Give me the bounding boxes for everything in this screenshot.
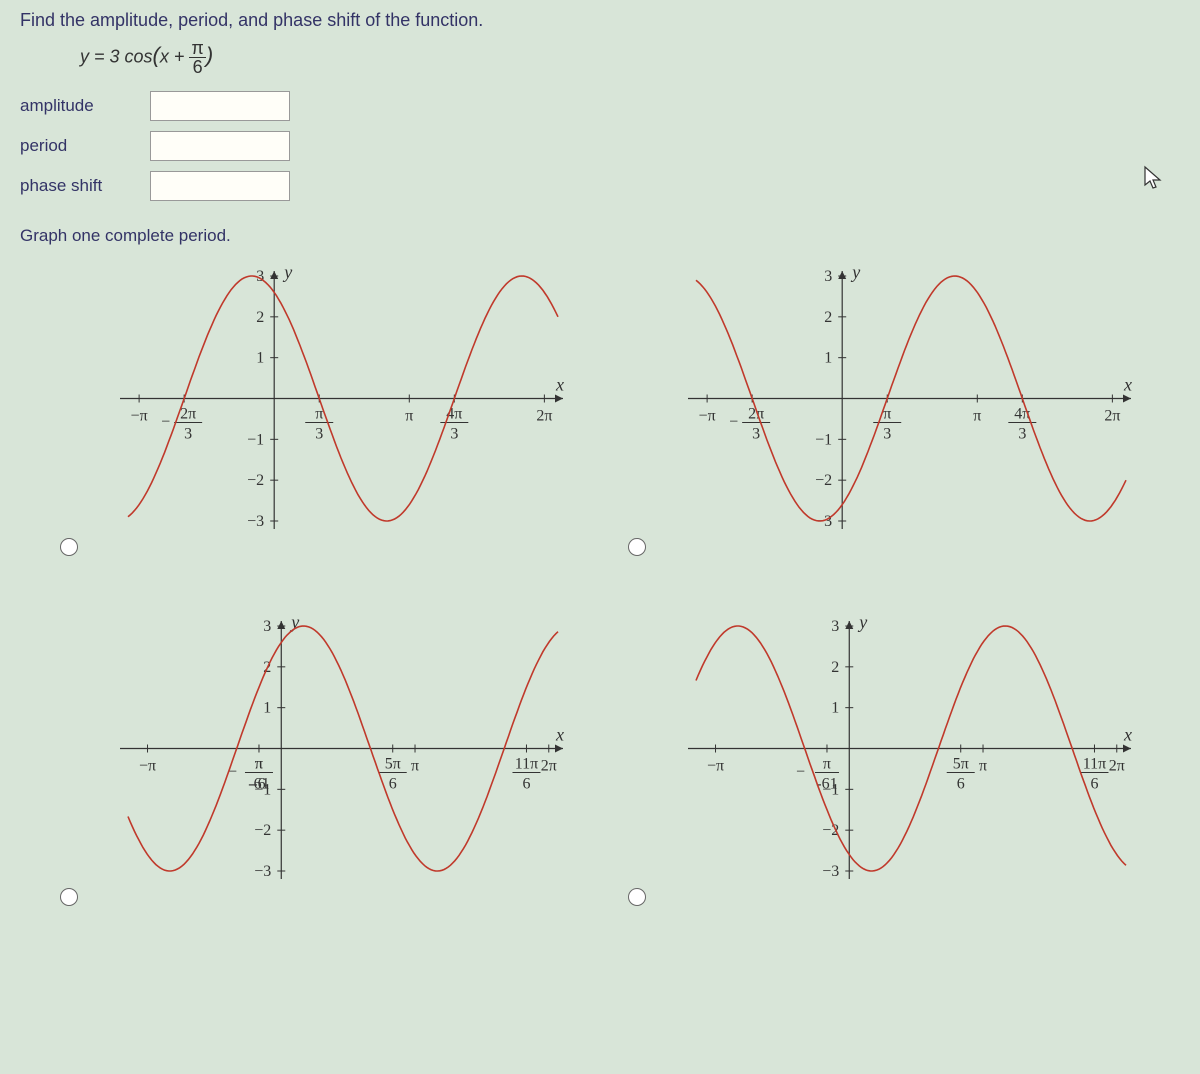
svg-text:2π: 2π xyxy=(536,408,552,425)
svg-text:6: 6 xyxy=(957,776,965,793)
cursor-icon xyxy=(1143,165,1165,197)
svg-text:3: 3 xyxy=(831,618,839,635)
instruction-text: Find the amplitude, period, and phase sh… xyxy=(20,10,1180,31)
option-d-radio[interactable] xyxy=(628,888,646,906)
svg-text:−: − xyxy=(161,414,170,431)
svg-text:x: x xyxy=(1123,375,1132,395)
svg-text:y: y xyxy=(857,612,867,632)
svg-text:−2: −2 xyxy=(247,472,264,489)
svg-text:1: 1 xyxy=(256,350,264,367)
svg-text:11π: 11π xyxy=(515,756,538,773)
period-label: period xyxy=(20,136,150,156)
svg-text:5π: 5π xyxy=(385,756,401,773)
svg-text:π: π xyxy=(405,408,413,425)
svg-text:6: 6 xyxy=(1090,776,1098,793)
chart-d: yx−3−2−1123−π5π6π11π62π−π-61 xyxy=(676,606,1146,926)
svg-text:−1: −1 xyxy=(815,431,832,448)
svg-text:1: 1 xyxy=(831,700,839,717)
svg-text:π: π xyxy=(973,408,981,425)
svg-text:−1: −1 xyxy=(247,431,264,448)
chart-a: yx−3−2−1123−π−2π3π3π4π32π xyxy=(108,256,578,576)
svg-text:2: 2 xyxy=(256,309,264,326)
svg-text:−3: −3 xyxy=(822,863,839,880)
chart-grid: yx−3−2−1123−π−2π3π3π4π32π yx−3−2−1123−π−… xyxy=(20,256,1180,926)
chart-c: yx−3−2−1123−ππ-65π6π11π62π−π-61 xyxy=(108,606,578,926)
option-c-radio[interactable] xyxy=(60,888,78,906)
phase-shift-input[interactable] xyxy=(150,171,290,201)
svg-text:-61: -61 xyxy=(248,776,269,793)
chart-b: yx−3−2−1123−π−2π3π3π4π32π xyxy=(676,256,1146,576)
svg-text:2π: 2π xyxy=(180,406,196,423)
svg-text:5π: 5π xyxy=(953,756,969,773)
svg-text:x: x xyxy=(555,375,564,395)
svg-text:−: − xyxy=(796,764,805,781)
svg-text:3: 3 xyxy=(263,618,271,635)
svg-text:−π: −π xyxy=(707,758,724,775)
svg-text:11π: 11π xyxy=(1083,756,1106,773)
svg-text:−π: −π xyxy=(699,408,716,425)
svg-text:2π: 2π xyxy=(1104,408,1120,425)
option-b-radio[interactable] xyxy=(628,538,646,556)
svg-text:−2: −2 xyxy=(254,822,271,839)
svg-text:2π: 2π xyxy=(1109,758,1125,775)
svg-text:2: 2 xyxy=(831,659,839,676)
svg-text:π: π xyxy=(823,756,831,773)
svg-text:π: π xyxy=(411,758,419,775)
svg-text:−π: −π xyxy=(139,758,156,775)
equation: y = 3 cos(x + π 6 ) xyxy=(80,39,1180,76)
amplitude-input[interactable] xyxy=(150,91,290,121)
amplitude-label: amplitude xyxy=(20,96,150,116)
svg-text:−: − xyxy=(729,414,738,431)
svg-text:6: 6 xyxy=(522,776,530,793)
svg-text:π: π xyxy=(979,758,987,775)
svg-text:3: 3 xyxy=(184,426,192,443)
svg-text:1: 1 xyxy=(824,350,832,367)
graph-subhead: Graph one complete period. xyxy=(20,226,1180,246)
phase-shift-label: phase shift xyxy=(20,176,150,196)
svg-text:3: 3 xyxy=(883,426,891,443)
svg-text:3: 3 xyxy=(824,268,832,285)
svg-text:y: y xyxy=(282,262,292,282)
svg-text:3: 3 xyxy=(315,426,323,443)
svg-text:x: x xyxy=(1123,725,1132,745)
svg-text:3: 3 xyxy=(752,426,760,443)
svg-text:3: 3 xyxy=(1018,426,1026,443)
option-a-radio[interactable] xyxy=(60,538,78,556)
svg-text:−3: −3 xyxy=(247,513,264,530)
svg-text:−3: −3 xyxy=(254,863,271,880)
svg-text:x: x xyxy=(555,725,564,745)
svg-text:y: y xyxy=(850,262,860,282)
svg-text:2: 2 xyxy=(824,309,832,326)
svg-text:6: 6 xyxy=(389,776,397,793)
svg-text:1: 1 xyxy=(263,700,271,717)
svg-text:−2: −2 xyxy=(815,472,832,489)
svg-text:−π: −π xyxy=(131,408,148,425)
svg-text:2π: 2π xyxy=(541,758,557,775)
svg-text:3: 3 xyxy=(450,426,458,443)
svg-text:π: π xyxy=(255,756,263,773)
period-input[interactable] xyxy=(150,131,290,161)
